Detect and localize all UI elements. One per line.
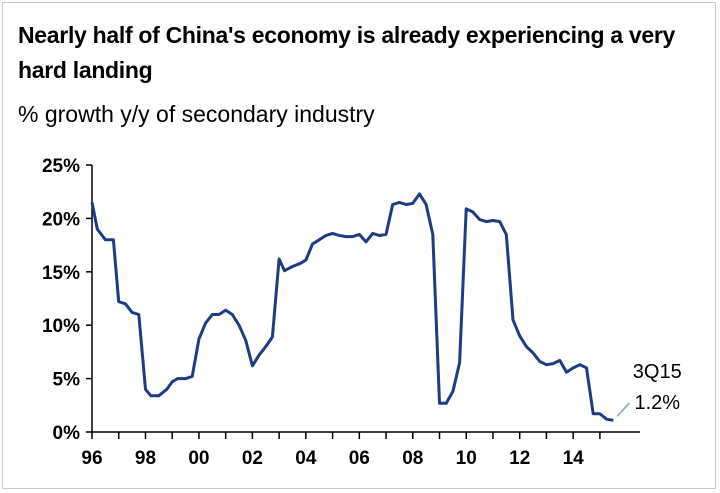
annotation-value-label: 1.2% (634, 392, 680, 414)
chart-title: Nearly half of China's economy is alread… (18, 22, 676, 83)
series-group (90, 192, 614, 422)
series-line (90, 192, 614, 422)
y-tick-label: 25% (42, 156, 80, 177)
chart-frame (2, 2, 716, 489)
y-tick-label: 20% (42, 209, 80, 230)
x-tick-label: 02 (242, 448, 263, 469)
y-tick-label: 15% (42, 263, 80, 284)
x-axis: 96 98 00 02 04 06 08 10 12 14 (81, 431, 640, 469)
y-tick-label: 10% (42, 316, 80, 337)
x-tick-label: 96 (81, 448, 102, 469)
annotation-leader-line (616, 402, 630, 417)
x-tick-label: 04 (295, 448, 317, 469)
y-tick-label: 5% (53, 370, 81, 391)
x-tick-label: 06 (349, 448, 370, 469)
x-tick-label: 00 (188, 448, 209, 469)
annotation-label: 3Q15 (633, 361, 682, 383)
x-tick-label: 98 (135, 448, 156, 469)
x-tick-label: 08 (402, 448, 423, 469)
chart-subtitle: % growth y/y of secondary industry (18, 101, 375, 127)
y-axis: 0% 5% 10% 15% 20% 25% (42, 156, 93, 444)
x-tick-label: 14 (563, 448, 585, 469)
y-tick-label: 0% (53, 423, 81, 444)
x-tick-label: 12 (509, 448, 530, 469)
x-tick-label: 10 (456, 448, 477, 469)
annotation-group: 3Q15 1.2% (616, 361, 682, 417)
